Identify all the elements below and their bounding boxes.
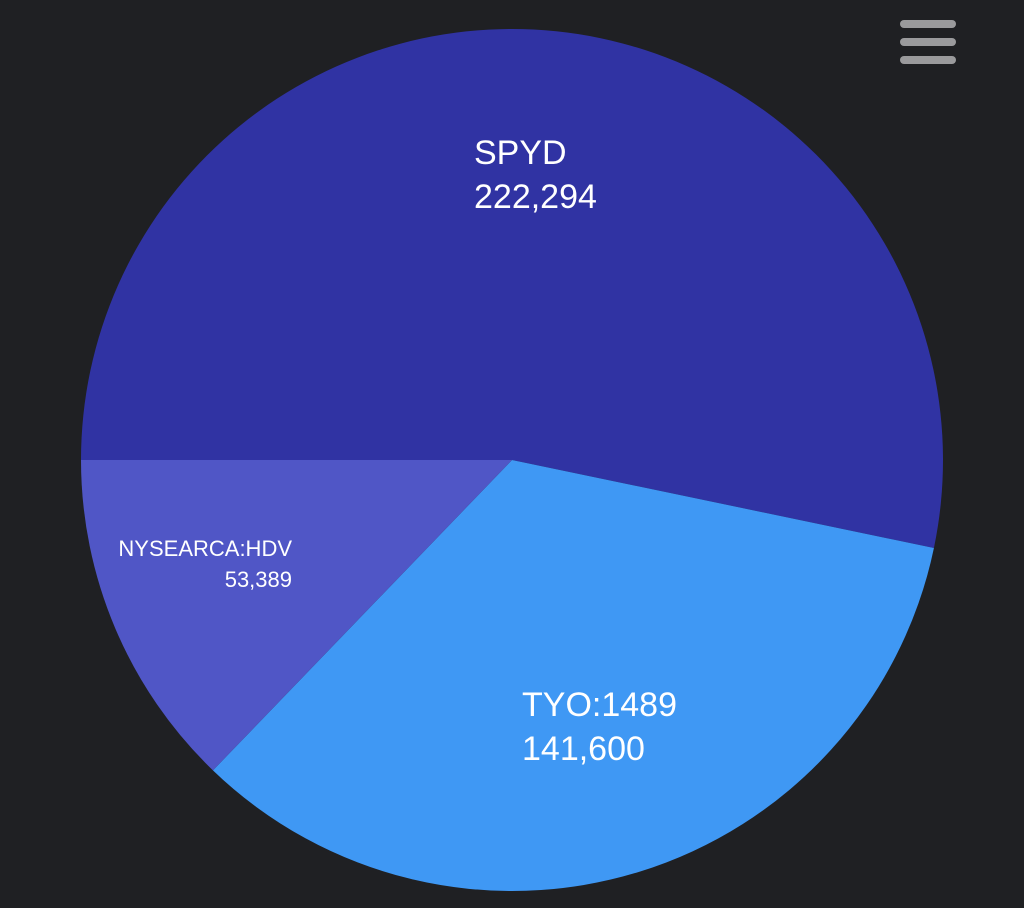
slice-value-label: 222,294 bbox=[474, 178, 597, 216]
menu-bar[interactable] bbox=[900, 56, 956, 64]
menu-bar[interactable] bbox=[900, 38, 956, 46]
pie-slice bbox=[81, 460, 512, 771]
slice-value-label: 53,389 bbox=[225, 567, 292, 592]
pie-slice bbox=[212, 460, 934, 891]
menu-bar[interactable] bbox=[900, 20, 956, 28]
slice-label: TYO:1489 bbox=[522, 686, 677, 724]
slice-label: SPYD bbox=[474, 134, 567, 172]
pie-slice bbox=[81, 28, 944, 548]
slice-label: NYSEARCA:HDV bbox=[118, 536, 292, 561]
menu-button[interactable] bbox=[900, 20, 956, 64]
pie bbox=[81, 28, 944, 891]
slice-value-label: 141,600 bbox=[522, 730, 645, 768]
